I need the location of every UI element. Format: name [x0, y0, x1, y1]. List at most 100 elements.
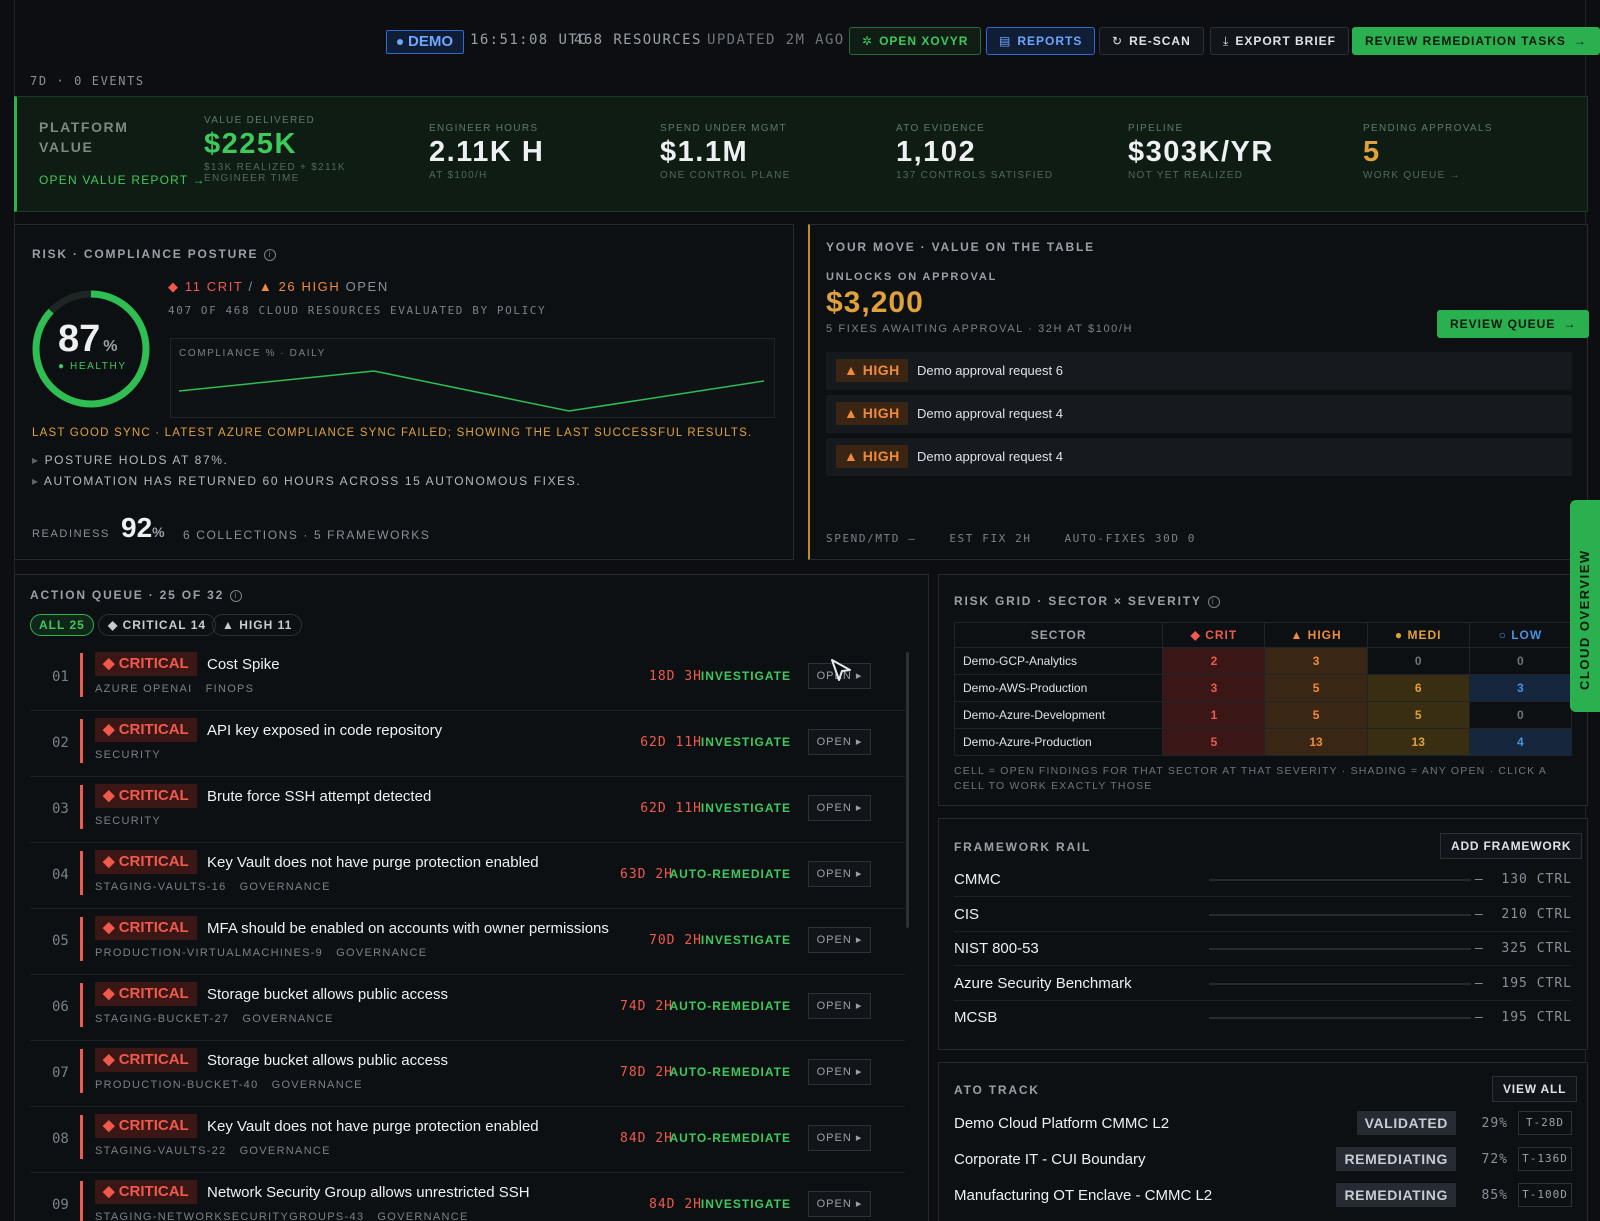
- queue-row[interactable]: 02 ◆ CRITICAL API key exposed in code re…: [30, 711, 905, 777]
- finding-action[interactable]: INVESTIGATE: [700, 735, 791, 749]
- ato-row[interactable]: Corporate IT - CUI Boundary REMEDIATING …: [954, 1143, 1572, 1177]
- finding-action[interactable]: AUTO-REMEDIATE: [669, 1131, 791, 1145]
- grid-cell-medi[interactable]: 6: [1366, 674, 1470, 702]
- framework-row[interactable]: MCSB — 195 CTRL: [954, 1001, 1572, 1035]
- col-crit: ◆ CRIT: [1162, 622, 1266, 648]
- request-title: Demo approval request 6: [917, 363, 1063, 378]
- framework-row[interactable]: CMMC — 130 CTRL: [954, 863, 1572, 897]
- filter-all[interactable]: ALL 25: [30, 614, 94, 636]
- grid-cell-crit[interactable]: 1: [1162, 701, 1266, 729]
- framework-row[interactable]: Azure Security Benchmark — 195 CTRL: [954, 967, 1572, 1001]
- queue-scrollbar[interactable]: [906, 652, 909, 928]
- grid-cell-high[interactable]: 5: [1264, 674, 1368, 702]
- grid-cell-crit[interactable]: 5: [1162, 728, 1266, 756]
- grid-cell-low[interactable]: 0: [1468, 647, 1573, 675]
- kpi-label: SPEND UNDER MGMT: [660, 123, 787, 134]
- severity-label: CRITICAL: [118, 787, 189, 804]
- framework-progress-track: [1209, 948, 1471, 950]
- queue-row[interactable]: 09 ◆ CRITICAL Network Security Group all…: [30, 1173, 905, 1221]
- severity-summary: ◆ 11 CRIT / ▲ 26 HIGH OPEN: [168, 279, 389, 295]
- ato-status-badge: REMEDIATING: [1336, 1183, 1456, 1207]
- finding-action[interactable]: INVESTIGATE: [700, 801, 791, 815]
- queue-row[interactable]: 04 ◆ CRITICAL Key Vault does not have pu…: [30, 843, 905, 909]
- info-icon[interactable]: i: [264, 248, 277, 261]
- col-low: ○ LOW: [1468, 622, 1573, 648]
- review-remediation-tasks-button[interactable]: REVIEW REMEDIATION TASKS →: [1352, 27, 1600, 55]
- open-button[interactable]: OPEN ▸: [808, 861, 871, 887]
- rescan-button[interactable]: ↻ RE-SCAN: [1099, 27, 1204, 55]
- review-queue-button[interactable]: REVIEW QUEUE →: [1437, 310, 1590, 338]
- kpi-sub: AT $100/H: [429, 170, 488, 181]
- open-button[interactable]: OPEN ▸: [808, 927, 871, 953]
- open-button[interactable]: OPEN ▸: [808, 1125, 871, 1151]
- grid-cell-high[interactable]: 5: [1264, 701, 1368, 729]
- ato-row[interactable]: Demo Cloud Platform CMMC L2 VALIDATED 29…: [954, 1107, 1572, 1141]
- reports-button[interactable]: ▤ REPORTS: [986, 27, 1096, 55]
- triangle-icon: ▲: [1290, 628, 1304, 642]
- grid-cell-low[interactable]: 3: [1468, 674, 1573, 702]
- kpi-label: PIPELINE: [1128, 123, 1184, 134]
- col-high: ▲ HIGH: [1264, 622, 1368, 648]
- open-button[interactable]: OPEN ▸: [808, 993, 871, 1019]
- open-xovyr-button[interactable]: ✲ OPEN XOVYR: [849, 27, 982, 55]
- grid-cell-medi[interactable]: 0: [1366, 647, 1470, 675]
- refresh-icon: ↻: [1112, 34, 1124, 48]
- finding-title: Key Vault does not have purge protection…: [207, 854, 539, 871]
- grid-cell-low[interactable]: 0: [1468, 701, 1573, 729]
- finding-action[interactable]: AUTO-REMEDIATE: [669, 1065, 791, 1079]
- grid-sector: Demo-Azure-Production: [953, 728, 1164, 756]
- row-number: 01: [52, 669, 69, 685]
- finding-title: Brute force SSH attempt detected: [207, 788, 432, 805]
- queue-row[interactable]: 07 ◆ CRITICAL Storage bucket allows publ…: [30, 1041, 905, 1107]
- info-icon[interactable]: i: [230, 589, 243, 602]
- kpi-pending-approvals[interactable]: PENDING APPROVALS 5 WORK QUEUE →: [1363, 123, 1493, 181]
- open-button[interactable]: OPEN ▸: [808, 1191, 871, 1217]
- queue-row[interactable]: 05 ◆ CRITICAL MFA should be enabled on a…: [30, 909, 905, 975]
- add-framework-button[interactable]: ADD FRAMEWORK: [1440, 833, 1583, 859]
- grid-cell-high[interactable]: 3: [1264, 647, 1368, 675]
- finding-action[interactable]: AUTO-REMEDIATE: [669, 999, 791, 1013]
- framework-ctrl: — 130 CTRL: [1474, 872, 1572, 887]
- grid-cell-low[interactable]: 4: [1468, 728, 1573, 756]
- approval-request-row[interactable]: ▲ HIGH Demo approval request 6: [826, 352, 1572, 390]
- open-button[interactable]: OPEN ▸: [808, 795, 871, 821]
- compliance-sparkline: COMPLIANCE % · DAILY: [170, 338, 775, 418]
- grid-cell-high[interactable]: 13: [1264, 728, 1368, 756]
- circle-icon: ○: [1498, 628, 1507, 642]
- finding-action[interactable]: INVESTIGATE: [700, 1197, 791, 1211]
- framework-row[interactable]: NIST 800-53 — 325 CTRL: [954, 932, 1572, 966]
- grid-cell-crit[interactable]: 2: [1162, 647, 1266, 675]
- info-icon[interactable]: i: [1207, 595, 1220, 608]
- finding-action[interactable]: INVESTIGATE: [700, 933, 791, 947]
- grid-cell-crit[interactable]: 3: [1162, 674, 1266, 702]
- export-brief-button[interactable]: ⤓ EXPORT BRIEF: [1210, 27, 1349, 55]
- diamond-icon: ◆: [1190, 628, 1201, 642]
- ato-percent: 72%: [1481, 1152, 1508, 1167]
- grid-cell-medi[interactable]: 5: [1366, 701, 1470, 729]
- grid-sector: Demo-Azure-Development: [953, 701, 1164, 729]
- ato-row[interactable]: Manufacturing OT Enclave - CMMC L2 REMED…: [954, 1179, 1572, 1213]
- open-button[interactable]: OPEN ▸: [808, 1059, 871, 1085]
- open-value-report-link[interactable]: OPEN VALUE REPORT →: [39, 173, 206, 187]
- open-button[interactable]: OPEN ▸: [808, 729, 871, 755]
- finding-action[interactable]: AUTO-REMEDIATE: [669, 867, 791, 881]
- open-xovyr-label: OPEN XOVYR: [879, 34, 969, 48]
- approval-request-row[interactable]: ▲ HIGH Demo approval request 4: [826, 438, 1572, 476]
- queue-row[interactable]: 01 ◆ CRITICAL Cost Spike AZURE OPENAI FI…: [30, 645, 905, 711]
- diamond-icon: ◆: [103, 1117, 115, 1134]
- queue-row[interactable]: 03 ◆ CRITICAL Brute force SSH attempt de…: [30, 777, 905, 843]
- severity-separator: /: [248, 279, 254, 294]
- risk-title-text: RISK · COMPLIANCE POSTURE: [32, 247, 259, 261]
- framework-row[interactable]: CIS — 210 CTRL: [954, 898, 1572, 932]
- kpi-sub: ONE CONTROL PLANE: [660, 170, 791, 181]
- cloud-overview-tab[interactable]: CLOUD OVERVIEW: [1570, 500, 1600, 712]
- queue-row[interactable]: 06 ◆ CRITICAL Storage bucket allows publ…: [30, 975, 905, 1041]
- filter-high[interactable]: ▲ HIGH 11: [212, 614, 303, 636]
- queue-title-text: ACTION QUEUE · 25 OF 32: [30, 588, 225, 602]
- queue-row[interactable]: 08 ◆ CRITICAL Key Vault does not have pu…: [30, 1107, 905, 1173]
- grid-cell-medi[interactable]: 13: [1366, 728, 1470, 756]
- finding-action[interactable]: INVESTIGATE: [700, 669, 791, 683]
- filter-critical[interactable]: ◆ CRITICAL 14: [98, 614, 217, 636]
- approval-request-row[interactable]: ▲ HIGH Demo approval request 4: [826, 395, 1572, 433]
- view-all-button[interactable]: VIEW ALL: [1492, 1076, 1578, 1102]
